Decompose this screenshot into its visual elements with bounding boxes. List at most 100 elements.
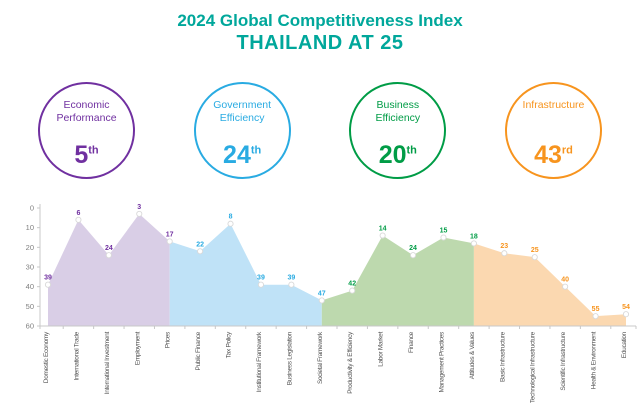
x-category-label: International Trade: [73, 331, 80, 380]
rank-suffix: th: [250, 144, 262, 157]
x-category-label: Labor Market: [378, 332, 385, 367]
data-point-value: 8: [229, 214, 233, 221]
data-point-value: 24: [409, 245, 417, 252]
x-category-label: Domestic Economy: [43, 331, 50, 383]
category-name: Business Efficiency: [375, 99, 421, 125]
rank-number: 24: [223, 141, 251, 170]
data-point-value: 39: [287, 275, 295, 282]
chart-data-points: 39 6 24 3 17 22 8 39 39 47 42 14 24 15 18 23 25 40 55 54: [44, 204, 630, 320]
data-point-value: 14: [379, 226, 387, 233]
area-business-efficiency: [321, 235, 474, 326]
area-government-efficiency: [169, 223, 322, 326]
data-point-value: 39: [44, 275, 52, 282]
page-title: 2024 Global Competitiveness Index THAILA…: [0, 0, 640, 56]
title-line-1: 2024 Global Competitiveness Index: [177, 11, 463, 30]
data-point-marker: [136, 210, 143, 217]
data-point-value: 23: [500, 243, 508, 250]
category-rank: 43rd: [534, 143, 573, 168]
category-circle-business-efficiency: Business Efficiency 20th: [349, 82, 447, 180]
rank-number: 43: [534, 141, 562, 170]
data-point-value: 3: [137, 204, 141, 211]
data-point-value: 40: [561, 277, 569, 284]
x-category-label: Education: [621, 331, 628, 358]
data-point-value: 22: [196, 241, 204, 248]
y-tick-label: 0: [30, 204, 34, 213]
x-category-label: Employment: [134, 332, 141, 366]
data-point-marker: [227, 220, 234, 227]
data-point-marker: [562, 283, 569, 290]
data-point-value: 47: [318, 290, 326, 297]
rank-suffix: th: [406, 144, 417, 157]
category-rank: 20th: [379, 143, 417, 168]
rank-number: 20: [378, 141, 407, 170]
x-category-label: Tax Policy: [226, 331, 233, 358]
x-category-label: Finance: [408, 331, 415, 353]
data-point-value: 54: [622, 304, 630, 311]
data-point-marker: [44, 281, 52, 288]
data-point-value: 55: [592, 306, 600, 313]
x-category-label: Scientific Infrastructure: [560, 331, 567, 390]
area-infrastructure: [473, 243, 626, 326]
category-circle-economic-performance: Economic Performance 5th: [38, 82, 135, 180]
data-point-marker: [349, 287, 356, 294]
chart-areas: [48, 213, 626, 326]
category-name: Government Efficiency: [213, 99, 272, 125]
data-point-marker: [105, 252, 112, 259]
data-point-marker: [501, 250, 508, 257]
rank-number: 5: [74, 141, 89, 170]
x-category-label: Business Legislation: [286, 331, 293, 385]
data-point-marker: [440, 234, 447, 241]
chart-axes: 0 10 20 30 40 50 60: [26, 204, 637, 331]
data-point-value: 6: [76, 210, 80, 217]
category-circle-government-efficiency: Government Efficiency 24th: [193, 82, 291, 180]
x-category-label: Productivity & Efficiency: [347, 331, 354, 394]
data-point-marker: [197, 248, 204, 255]
data-point-value: 18: [470, 233, 478, 240]
x-category-label: Prices: [165, 331, 172, 348]
rank-suffix: rd: [561, 144, 573, 157]
y-tick-label: 50: [26, 302, 34, 311]
category-name: Infrastructure: [522, 99, 585, 112]
data-point-value: 42: [348, 281, 356, 288]
category-name: Economic Performance: [56, 99, 117, 125]
data-point-marker: [410, 252, 417, 259]
area-chart-svg: 0 10 20 30 40 50 60 39 6 24 3 17 22 8 39 39 47 42 14 24 15 18…: [26, 204, 637, 403]
data-point-value: 24: [105, 245, 113, 252]
data-point-value: 39: [257, 275, 265, 282]
y-tick-label: 20: [26, 243, 34, 252]
data-point-marker: [257, 281, 264, 288]
x-category-label: Health & Environment: [591, 332, 598, 390]
category-rank: 24th: [223, 143, 261, 168]
y-tick-label: 30: [26, 263, 34, 272]
data-point-value: 15: [440, 228, 448, 235]
rank-suffix: th: [88, 144, 99, 157]
x-category-label: Public Finance: [195, 331, 202, 370]
data-point-value: 17: [166, 231, 174, 238]
x-category-label: Institutional Framework: [256, 331, 263, 392]
data-point-marker: [622, 311, 630, 318]
data-point-marker: [288, 281, 295, 288]
area-economic-performance: [48, 213, 170, 326]
data-point-marker: [379, 232, 386, 239]
category-rank: 5th: [74, 143, 98, 168]
title-line-2: THAILAND AT 25: [236, 32, 404, 55]
x-category-label: Societal Framework: [317, 331, 324, 384]
category-summary-row: Economic Performance 5th Government Effi…: [0, 82, 640, 182]
category-circle-infrastructure: Infrastructure 43rd: [504, 82, 602, 180]
x-category-label: Basic Infrastructure: [499, 331, 506, 382]
y-tick-label: 40: [26, 282, 34, 291]
data-point-value: 25: [531, 247, 539, 254]
chart-x-labels: Domestic Economy International Trade Inter…: [43, 331, 628, 403]
y-tick-label: 60: [26, 322, 34, 331]
data-point-marker: [592, 313, 599, 320]
x-category-label: Management Practices: [438, 331, 445, 393]
y-tick-label: 10: [26, 223, 34, 232]
data-point-marker: [318, 297, 325, 304]
data-point-marker: [166, 238, 173, 245]
x-category-label: International Investment: [104, 332, 111, 395]
subfactor-rankings-area-chart: 0 10 20 30 40 50 60 39 6 24 3 17 22 8 39 39 47 42 14 24 15 18…: [0, 198, 640, 414]
data-point-marker: [531, 254, 538, 261]
data-point-marker: [75, 216, 82, 223]
x-category-label: Attitudes & Values: [469, 331, 476, 379]
